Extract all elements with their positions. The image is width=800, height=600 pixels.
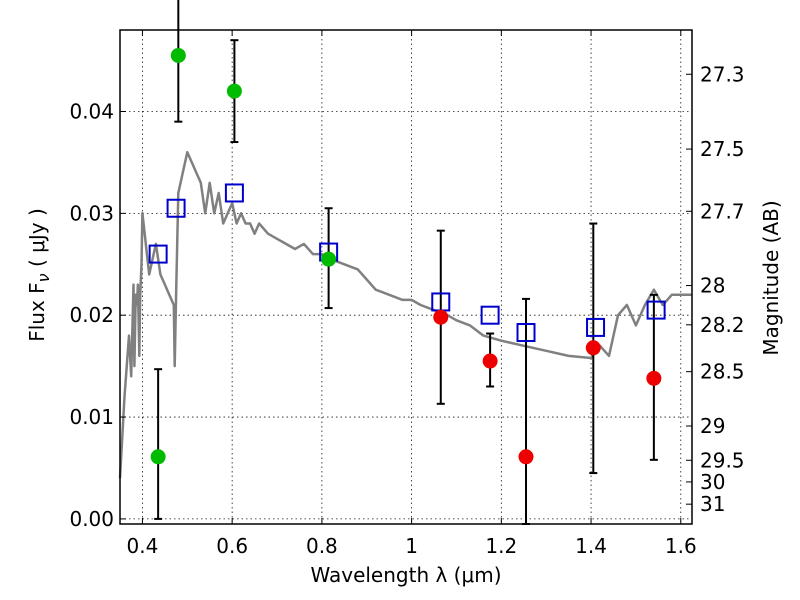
data-point-circle [170, 47, 186, 63]
x-tick-label: 1.2 [485, 534, 517, 558]
label-layer: Wavelength λ (μm) Flux Fν ( μJy ) Magnit… [25, 200, 783, 587]
data-point-circle [646, 370, 662, 386]
y-tick-label: 0.04 [69, 99, 114, 123]
y2-tick-label: 27.3 [700, 62, 745, 86]
model-point-square [148, 244, 168, 264]
model-point-square [480, 305, 500, 325]
y-axis-label-main: Flux F [25, 282, 49, 341]
model-point-square [646, 300, 666, 320]
x-tick-label: 1.4 [575, 534, 607, 558]
y2-tick-label: 27.7 [700, 199, 745, 223]
spectrum-layer [118, 150, 692, 479]
y2-tick-label: 29.5 [700, 448, 745, 472]
y2-tick-label: 28.2 [700, 313, 745, 337]
grid-layer [120, 30, 692, 524]
y2-axis-label: Magnitude (AB) [759, 200, 783, 355]
data-point-circle [150, 449, 166, 465]
y2-tick-label: 28 [700, 274, 725, 298]
errorbar-layer [154, 0, 658, 525]
marker-layer [148, 47, 666, 465]
y2-tick-label: 28.5 [700, 360, 745, 384]
data-point-circle [433, 309, 449, 325]
x-tick-label: 1 [405, 534, 418, 558]
x-tick-label: 0.8 [306, 534, 338, 558]
y2-tick-label: 27.5 [700, 137, 745, 161]
y-tick-label: 0.02 [69, 303, 114, 327]
model-point-square [586, 317, 606, 337]
model-point-square [166, 198, 186, 218]
y-tick-label: 0.01 [69, 405, 114, 429]
x-tick-label: 0.4 [127, 534, 159, 558]
y2-tick-label: 30 [700, 470, 725, 494]
y-tick-label: 0.00 [69, 507, 114, 531]
y2-tick-label: 31 [700, 492, 725, 516]
data-point-circle [321, 251, 337, 267]
y-axis-label-sub: ν [34, 273, 53, 282]
y-axis-label-unit: ( μJy ) [25, 208, 49, 273]
model-point-square [516, 323, 536, 343]
y2-tick-label: 29 [700, 414, 725, 438]
model-point-square [224, 183, 244, 203]
data-point-circle [585, 340, 601, 356]
axes-layer: 0.4 0.6 0.8 1 1.2 1.4 1.6 0.00 0.01 0.02 0.03 0.04 2… [69, 29, 745, 558]
y-tick-label: 0.03 [69, 201, 114, 225]
plot-frame [119, 29, 693, 525]
data-point-circle [226, 83, 242, 99]
y-axis-label: Flux Fν ( μJy ) [25, 208, 53, 342]
x-tick-label: 0.6 [216, 534, 248, 558]
x-axis-label: Wavelength λ (μm) [310, 563, 501, 587]
x-tick-label: 1.6 [665, 534, 697, 558]
model-spectrum-line [118, 150, 692, 479]
data-point-circle [518, 449, 534, 465]
data-point-circle [482, 353, 498, 369]
